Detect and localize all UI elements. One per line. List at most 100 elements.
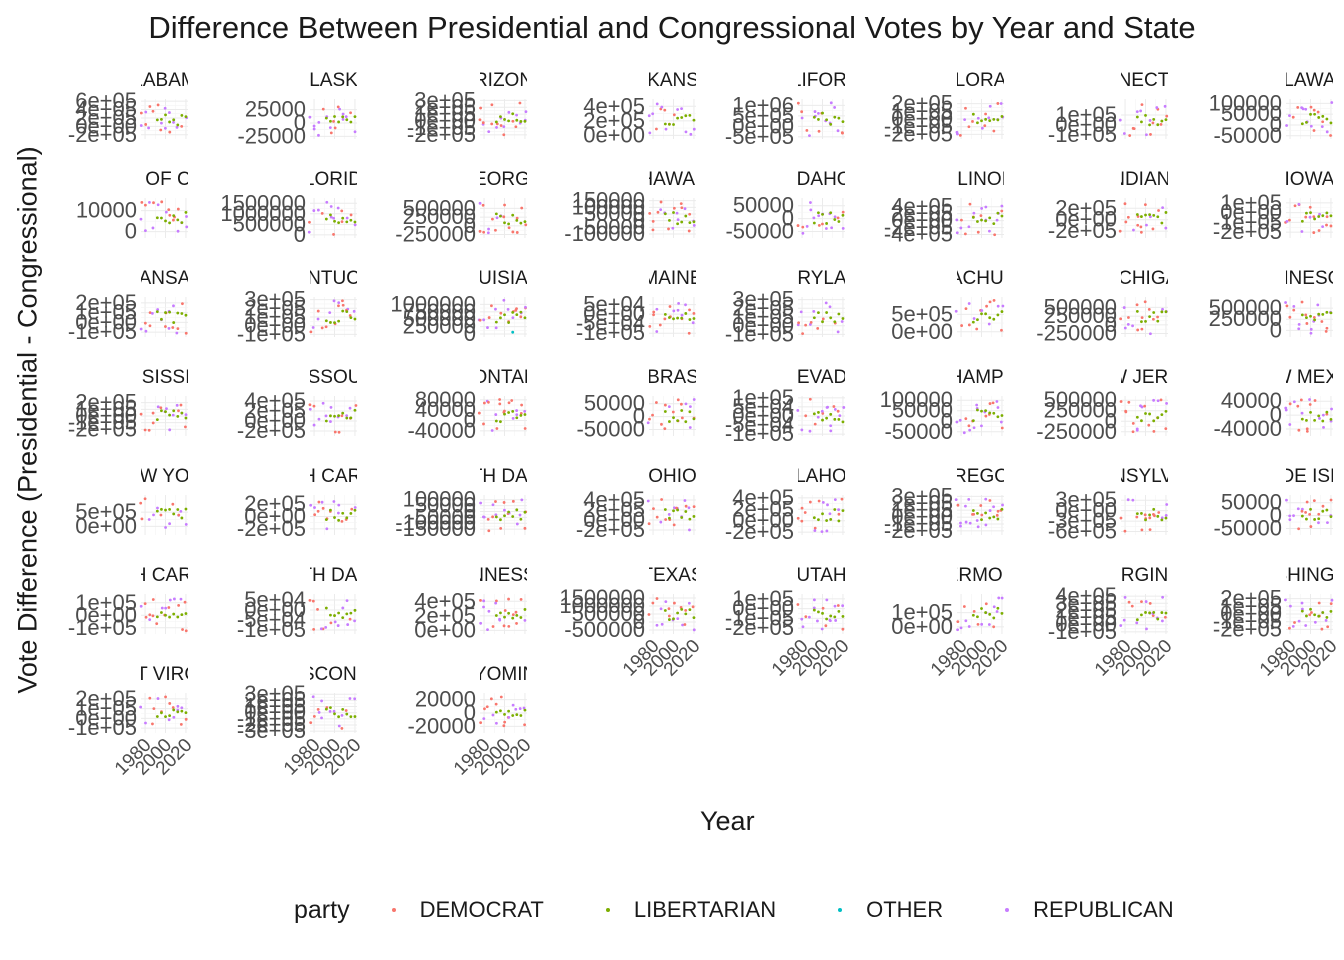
data-point [1317,116,1321,119]
data-point [817,411,820,414]
data-point [341,511,345,515]
data-point [316,208,320,212]
data-point [175,125,179,129]
data-point [520,206,524,210]
data-point [1309,607,1312,611]
data-point [519,310,523,314]
data-point [648,417,651,421]
strip-label-utah: UTAH [796,565,846,586]
y-tick-label: 3e+05 [244,287,306,312]
data-point [1304,215,1308,219]
data-point [1128,134,1132,137]
data-point [333,620,337,624]
panel-bg [1121,99,1168,139]
panel-bg [957,594,1004,634]
data-point [996,118,1000,122]
y-tick-label: 6e+05 [75,88,137,113]
data-point [329,405,333,409]
data-point [829,122,833,126]
data-point [1000,414,1004,417]
data-point [176,414,180,418]
legend-key-libertarian [594,896,622,924]
data-point [1132,228,1135,232]
data-point [333,126,337,130]
y-tick-label: 0 [125,219,137,244]
data-point [519,221,523,225]
data-point [672,617,675,621]
data-point [820,409,824,413]
data-point [1317,614,1321,618]
data-point [972,211,976,215]
data-point [519,616,523,619]
data-point [332,299,336,303]
data-point [1140,215,1143,218]
data-point [345,118,349,122]
data-point [155,216,159,220]
data-point [676,108,680,111]
data-point [1148,611,1152,615]
data-point [156,103,160,107]
data-point [688,212,692,216]
data-point [1123,529,1127,533]
data-point [1164,211,1168,214]
data-point [502,624,506,628]
data-point [828,619,832,623]
data-point [514,707,518,711]
data-point [648,131,652,135]
data-point [825,222,829,225]
data-point [319,627,323,631]
data-point [663,312,667,316]
data-point [1144,611,1147,614]
data-point [841,604,845,608]
data-point [514,125,518,129]
data-point [494,419,498,423]
data-point [1122,306,1126,309]
data-point [976,318,979,322]
data-point [519,315,523,319]
data-point [1321,419,1325,423]
y-tick-label: 2e+05 [244,491,306,516]
data-point [523,526,527,530]
data-point [1000,507,1004,511]
data-point [1316,303,1320,307]
data-point [1135,310,1139,313]
y-tick-label: 1000000 [559,593,645,618]
data-point [988,516,992,520]
data-point [833,320,837,324]
data-point [1305,429,1309,433]
data-point [1164,226,1168,230]
data-point [337,518,341,522]
data-point [1321,120,1325,124]
y-tick-label: -5e+05 [725,124,794,149]
data-point [519,714,523,717]
data-point [995,513,999,517]
y-tick-label: -50000 [576,417,645,442]
data-point [325,200,329,204]
data-point [676,508,680,512]
data-point [1148,123,1152,127]
data-point [836,129,840,133]
data-point [1148,528,1152,532]
data-point [148,105,152,108]
data-point [160,317,163,321]
data-point [502,215,506,219]
y-tick-label: 250000 [403,204,476,229]
data-point [491,713,495,717]
data-point [499,124,503,127]
data-point [801,332,805,335]
data-point [1140,316,1144,320]
data-point [184,331,188,335]
y-tick-label: 2e+05 [244,295,306,320]
data-point [180,516,184,520]
data-point [144,615,148,619]
data-point [987,623,991,626]
data-point [1321,504,1325,508]
data-point [511,330,515,334]
data-point [680,107,683,111]
data-point [1127,316,1130,319]
data-point [515,409,519,412]
data-point [837,609,841,613]
data-point [1000,209,1004,213]
